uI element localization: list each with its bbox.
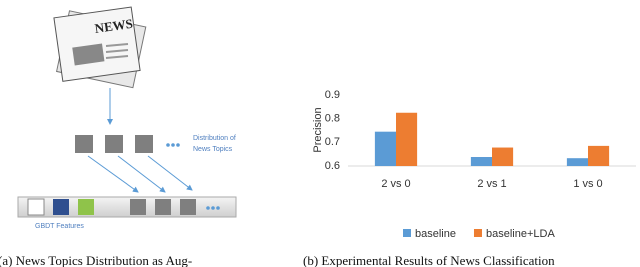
- caption: (b) Experimental Results of News Classif…: [303, 253, 555, 267]
- bar: [470, 157, 492, 166]
- x-tick-label: 1 vs 0: [573, 178, 602, 190]
- newspaper-icon: NEWS: [53, 6, 147, 89]
- icon-text: NEWS: [94, 16, 134, 36]
- feature-bar: [17, 196, 237, 218]
- topics-label: Distribution of: [193, 135, 236, 142]
- bar: [374, 131, 396, 166]
- legend-label: baseline+LDA: [486, 228, 555, 240]
- y-tick-label: 0.9: [325, 89, 340, 101]
- y-axis-label: Precision: [312, 107, 324, 152]
- bar: [588, 145, 610, 166]
- legend-swatch: [403, 229, 411, 237]
- y-tick-label: 0.7: [325, 136, 340, 148]
- x-tick-label: 2 vs 1: [477, 178, 506, 190]
- caption: (a) News Topics Distribution as Aug-: [0, 253, 192, 267]
- x-tick-label: 2 vs 0: [381, 178, 410, 190]
- legend-label: baseline: [415, 228, 456, 240]
- y-tick-label: 0.6: [325, 160, 340, 172]
- legend-swatch: [473, 229, 482, 237]
- bar: [492, 147, 514, 166]
- topics-label: News Topics: [193, 146, 233, 153]
- diagonal-arrows: [87, 155, 193, 193]
- bar: [396, 112, 418, 166]
- topic-boxes: [75, 135, 180, 153]
- features-label: GBDT Features: [35, 223, 84, 230]
- bar: [566, 158, 588, 166]
- y-tick-label: 0.8: [325, 113, 340, 125]
